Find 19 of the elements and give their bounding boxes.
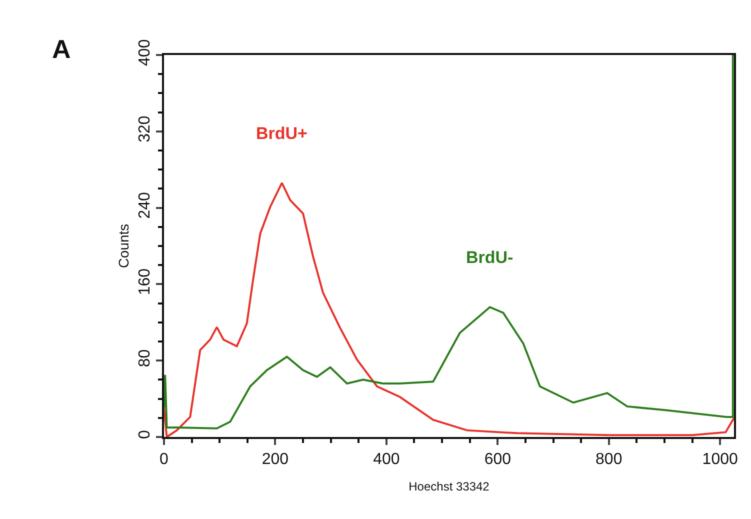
x-tick-label: 400 [373, 451, 400, 468]
x-tick-label: 200 [262, 451, 289, 468]
y-tick-label: 240 [136, 192, 154, 219]
y-tick-label: 400 [136, 39, 154, 66]
y-tick-label: 320 [136, 116, 154, 142]
y-tick-label: 160 [136, 268, 154, 296]
x-tick-label: 1000 [702, 451, 738, 468]
x-axis-title: Hoechst 33342 [408, 480, 490, 494]
x-tick-label: 0 [160, 451, 169, 468]
y-axis-title: Counts [116, 224, 132, 268]
text: A [52, 34, 71, 64]
y-tick-label: 80 [136, 349, 154, 368]
x-tick-label: 800 [596, 451, 622, 468]
text: BrdU- [466, 248, 514, 267]
line-series [164, 55, 734, 430]
line-series [164, 182, 734, 437]
text: BrdU+ [256, 124, 308, 143]
x-tick-label: 600 [484, 451, 512, 468]
y-tick-label: 0 [136, 430, 154, 440]
